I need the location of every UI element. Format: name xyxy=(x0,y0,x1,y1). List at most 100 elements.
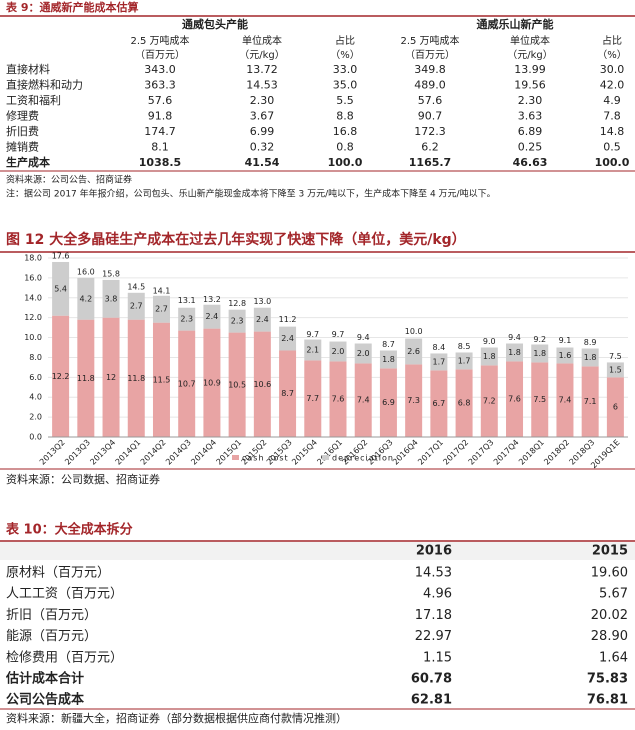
bar-segment xyxy=(455,352,473,370)
data-label: 2.4 xyxy=(281,334,294,343)
cell: 62.81 xyxy=(411,693,452,708)
cell: 4.9 xyxy=(603,94,621,107)
bar-segment xyxy=(253,331,271,437)
data-label: 2.7 xyxy=(130,302,143,311)
total-label: 8.9 xyxy=(584,338,597,347)
data-label: 7.7 xyxy=(306,394,319,403)
column-header: 2015 xyxy=(592,544,628,559)
total-label: 10.0 xyxy=(405,327,423,336)
x-tick-label: 2017Q4 xyxy=(492,438,521,467)
total-label: 8.5 xyxy=(458,342,471,351)
header-band xyxy=(0,542,635,560)
bar-segment xyxy=(77,277,95,320)
row-label: 能源（百万元） xyxy=(6,629,97,644)
bar-segment xyxy=(379,368,397,437)
data-label: 1.7 xyxy=(433,357,446,366)
row-label: 估计成本合计 xyxy=(5,671,84,687)
data-label: 2.0 xyxy=(357,349,370,358)
bar-segment xyxy=(455,369,473,437)
data-label: 7.4 xyxy=(357,396,370,405)
total-label: 8.7 xyxy=(382,340,395,349)
bar-segment xyxy=(127,292,145,320)
cell: 42.0 xyxy=(600,79,625,92)
bar-segment xyxy=(506,343,524,362)
data-label: 12 xyxy=(106,373,116,382)
data-label: 1.8 xyxy=(382,355,395,364)
group-header: 通威乐山新产能 xyxy=(477,17,554,31)
data-label: 1.8 xyxy=(533,349,546,358)
bar-segment xyxy=(102,317,120,437)
total-label: 9.0 xyxy=(483,337,496,346)
bar-segment xyxy=(531,344,549,363)
cell: 174.7 xyxy=(144,125,176,138)
data-label: 2.6 xyxy=(407,347,420,356)
cell: 0.5 xyxy=(603,141,621,154)
y-tick-label: 4.0 xyxy=(29,393,42,402)
bar-segment xyxy=(405,364,423,437)
y-tick-label: 10.0 xyxy=(24,333,42,342)
cell: 0.32 xyxy=(250,141,275,154)
x-tick-label: 2018Q2 xyxy=(542,438,571,467)
data-label: 11.5 xyxy=(153,375,171,384)
cell: 60.78 xyxy=(411,672,452,687)
data-label: 10.7 xyxy=(178,379,196,388)
cell: 6.99 xyxy=(250,125,275,138)
column-header: （百万元） xyxy=(135,49,185,61)
cell: 1.15 xyxy=(423,650,452,665)
bar-segment xyxy=(506,361,524,437)
column-header: 单位成本 xyxy=(510,34,550,47)
cell: 100.0 xyxy=(595,156,630,169)
bar-segment xyxy=(304,360,322,437)
data-label: 6.8 xyxy=(458,399,471,408)
x-tick-label: 2015Q1 xyxy=(214,438,243,467)
cell: 19.60 xyxy=(591,566,628,581)
row-label: 生产成本 xyxy=(6,155,50,169)
x-tick-label: 2015Q4 xyxy=(290,438,319,467)
data-label: 2.0 xyxy=(332,347,345,356)
bar-segment xyxy=(354,343,372,364)
data-label: 6.9 xyxy=(382,398,395,407)
cell: 3.63 xyxy=(518,110,543,123)
total-label: 7.5 xyxy=(609,352,622,361)
bar-segment xyxy=(556,347,574,364)
x-tick-label: 2013Q2 xyxy=(38,438,67,467)
y-tick-label: 12.0 xyxy=(24,313,42,322)
bar-segment xyxy=(102,279,120,318)
bar-segment xyxy=(480,347,498,366)
cell: 0.8 xyxy=(336,141,354,154)
data-label: 8.7 xyxy=(281,389,294,398)
cell: 76.81 xyxy=(587,693,628,708)
cell: 57.6 xyxy=(148,94,173,107)
cell: 3.67 xyxy=(250,110,275,123)
bar-segment xyxy=(203,304,221,329)
cell: 33.0 xyxy=(333,63,358,76)
data-label: 2.1 xyxy=(306,345,319,354)
cell: 343.0 xyxy=(144,63,176,76)
cell: 5.5 xyxy=(336,94,354,107)
row-label: 检修费用（百万元） xyxy=(6,650,123,665)
data-label: 1.6 xyxy=(559,351,572,360)
data-label: 12.2 xyxy=(52,372,70,381)
bar-segment xyxy=(127,319,145,437)
table10-title: 表 10：大全成本拆分 xyxy=(5,522,133,538)
total-label: 9.4 xyxy=(357,333,370,342)
cell: 14.8 xyxy=(600,125,625,138)
y-tick-label: 16.0 xyxy=(24,273,42,282)
legend-swatch xyxy=(232,455,239,460)
total-label: 14.5 xyxy=(127,282,145,291)
cell: 90.7 xyxy=(418,110,443,123)
row-label: 直接燃料和动力 xyxy=(6,78,83,92)
bar-segment xyxy=(480,365,498,437)
bar-segment xyxy=(581,366,599,437)
chart-source: 资料来源：公司数据、招商证券 xyxy=(6,472,160,486)
data-label: 2.3 xyxy=(231,317,244,326)
column-header: 2.5 万吨成本 xyxy=(400,34,459,47)
data-label: 7.4 xyxy=(559,396,572,405)
table9-source: 资料来源：公司公告、招商证券 xyxy=(6,174,132,186)
bar-segment xyxy=(531,362,549,437)
table10-source: 资料来源：新疆大全，招商证券（部分数据根据供应商付款情况推测） xyxy=(6,711,347,725)
total-label: 13.0 xyxy=(253,297,271,306)
cell: 172.3 xyxy=(414,125,446,138)
total-label: 9.2 xyxy=(533,335,546,344)
data-label: 10.9 xyxy=(203,378,221,387)
